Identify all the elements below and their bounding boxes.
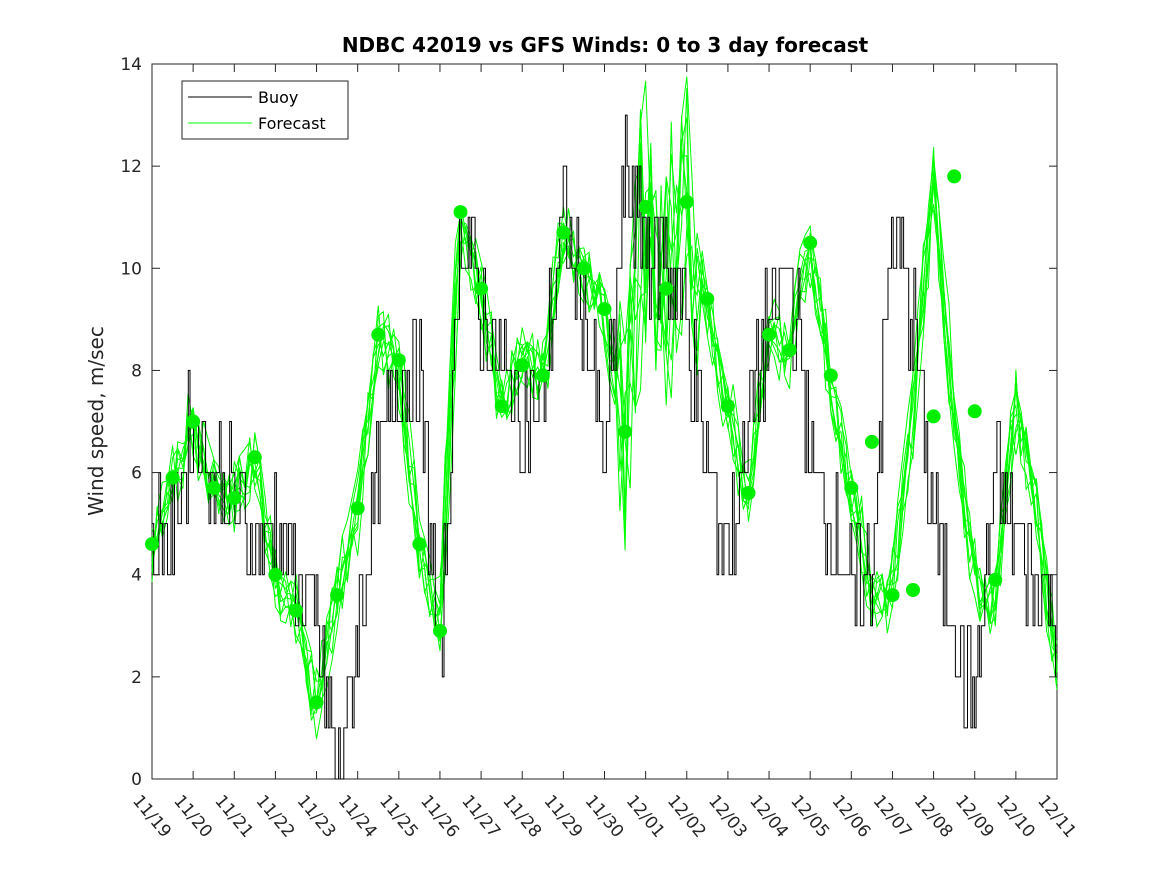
- legend-forecast-label: Forecast: [258, 114, 326, 133]
- forecast-line: [151, 80, 1058, 715]
- forecast-marker: [268, 567, 283, 582]
- y-axis: 0 2 4 6 8 10 12 14: [120, 55, 1057, 790]
- forecast-marker: [762, 327, 776, 342]
- y-axis-label: Wind speed, m/sec: [84, 326, 108, 516]
- y-tick-label: 10: [120, 259, 142, 279]
- forecast-markers-group: [145, 169, 1003, 710]
- forecast-marker: [330, 588, 345, 603]
- legend-box: [181, 80, 349, 140]
- forecast-marker: [165, 470, 180, 485]
- forecast-marker: [474, 281, 489, 296]
- forecast-marker: [885, 588, 900, 603]
- forecast-marker: [844, 480, 859, 495]
- forecast-marker: [186, 414, 201, 429]
- forecast-marker: [515, 358, 530, 373]
- plot-frame: [151, 63, 1058, 780]
- forecast-marker: [720, 399, 735, 414]
- forecast-marker: [700, 291, 715, 306]
- y-tick-label: 4: [131, 566, 142, 586]
- forecast-marker: [659, 281, 674, 296]
- forecast-marker: [289, 603, 303, 618]
- forecast-marker: [371, 327, 386, 342]
- forecast-marker: [803, 235, 818, 250]
- forecast-line: [151, 181, 1058, 682]
- forecast-marker: [782, 343, 797, 357]
- forecast-marker: [206, 480, 221, 495]
- forecast-marker: [535, 368, 550, 383]
- forecast-marker: [988, 572, 1003, 587]
- forecast-marker: [391, 353, 406, 368]
- forecast-marker: [906, 583, 920, 597]
- forecast-marker: [453, 205, 468, 220]
- plot-area: [145, 63, 1058, 780]
- legend-buoy-label: Buoy: [258, 88, 298, 107]
- y-tick-label: 2: [131, 668, 142, 688]
- forecast-marker: [679, 194, 694, 209]
- forecast-marker: [576, 261, 591, 276]
- forecast-marker: [350, 501, 365, 516]
- forecast-marker: [618, 424, 633, 439]
- chart-title: NDBC 42019 vs GFS Winds: 0 to 3 day fore…: [342, 33, 869, 57]
- forecast-marker: [741, 486, 756, 500]
- forecast-marker: [412, 537, 427, 552]
- forecast-marker: [556, 225, 571, 240]
- y-tick-label: 12: [120, 157, 142, 177]
- forecast-marker: [864, 434, 879, 449]
- forecast-marker: [947, 169, 962, 184]
- forecast-marker: [967, 404, 982, 419]
- forecast-marker: [247, 450, 262, 465]
- y-tick-label: 6: [131, 464, 142, 484]
- y-tick-label: 0: [131, 770, 142, 790]
- forecast-line: [151, 87, 1058, 721]
- y-tick-label: 8: [131, 361, 142, 381]
- forecast-marker: [926, 409, 941, 424]
- forecast-marker: [309, 695, 324, 710]
- forecast-marker: [433, 623, 447, 638]
- buoy-line: [152, 114, 1057, 780]
- forecast-marker: [597, 302, 612, 317]
- buoy-series-group: [152, 114, 1057, 780]
- forecast-marker: [494, 399, 509, 414]
- y-tick-label: 14: [120, 55, 142, 75]
- legend: Buoy Forecast: [181, 80, 349, 140]
- forecast-marker: [227, 491, 242, 506]
- forecast-marker: [638, 200, 653, 214]
- forecast-marker: [823, 368, 838, 383]
- forecast-series-group: [151, 76, 1058, 740]
- forecast-marker: [145, 537, 159, 552]
- forecast-line: [151, 142, 1058, 709]
